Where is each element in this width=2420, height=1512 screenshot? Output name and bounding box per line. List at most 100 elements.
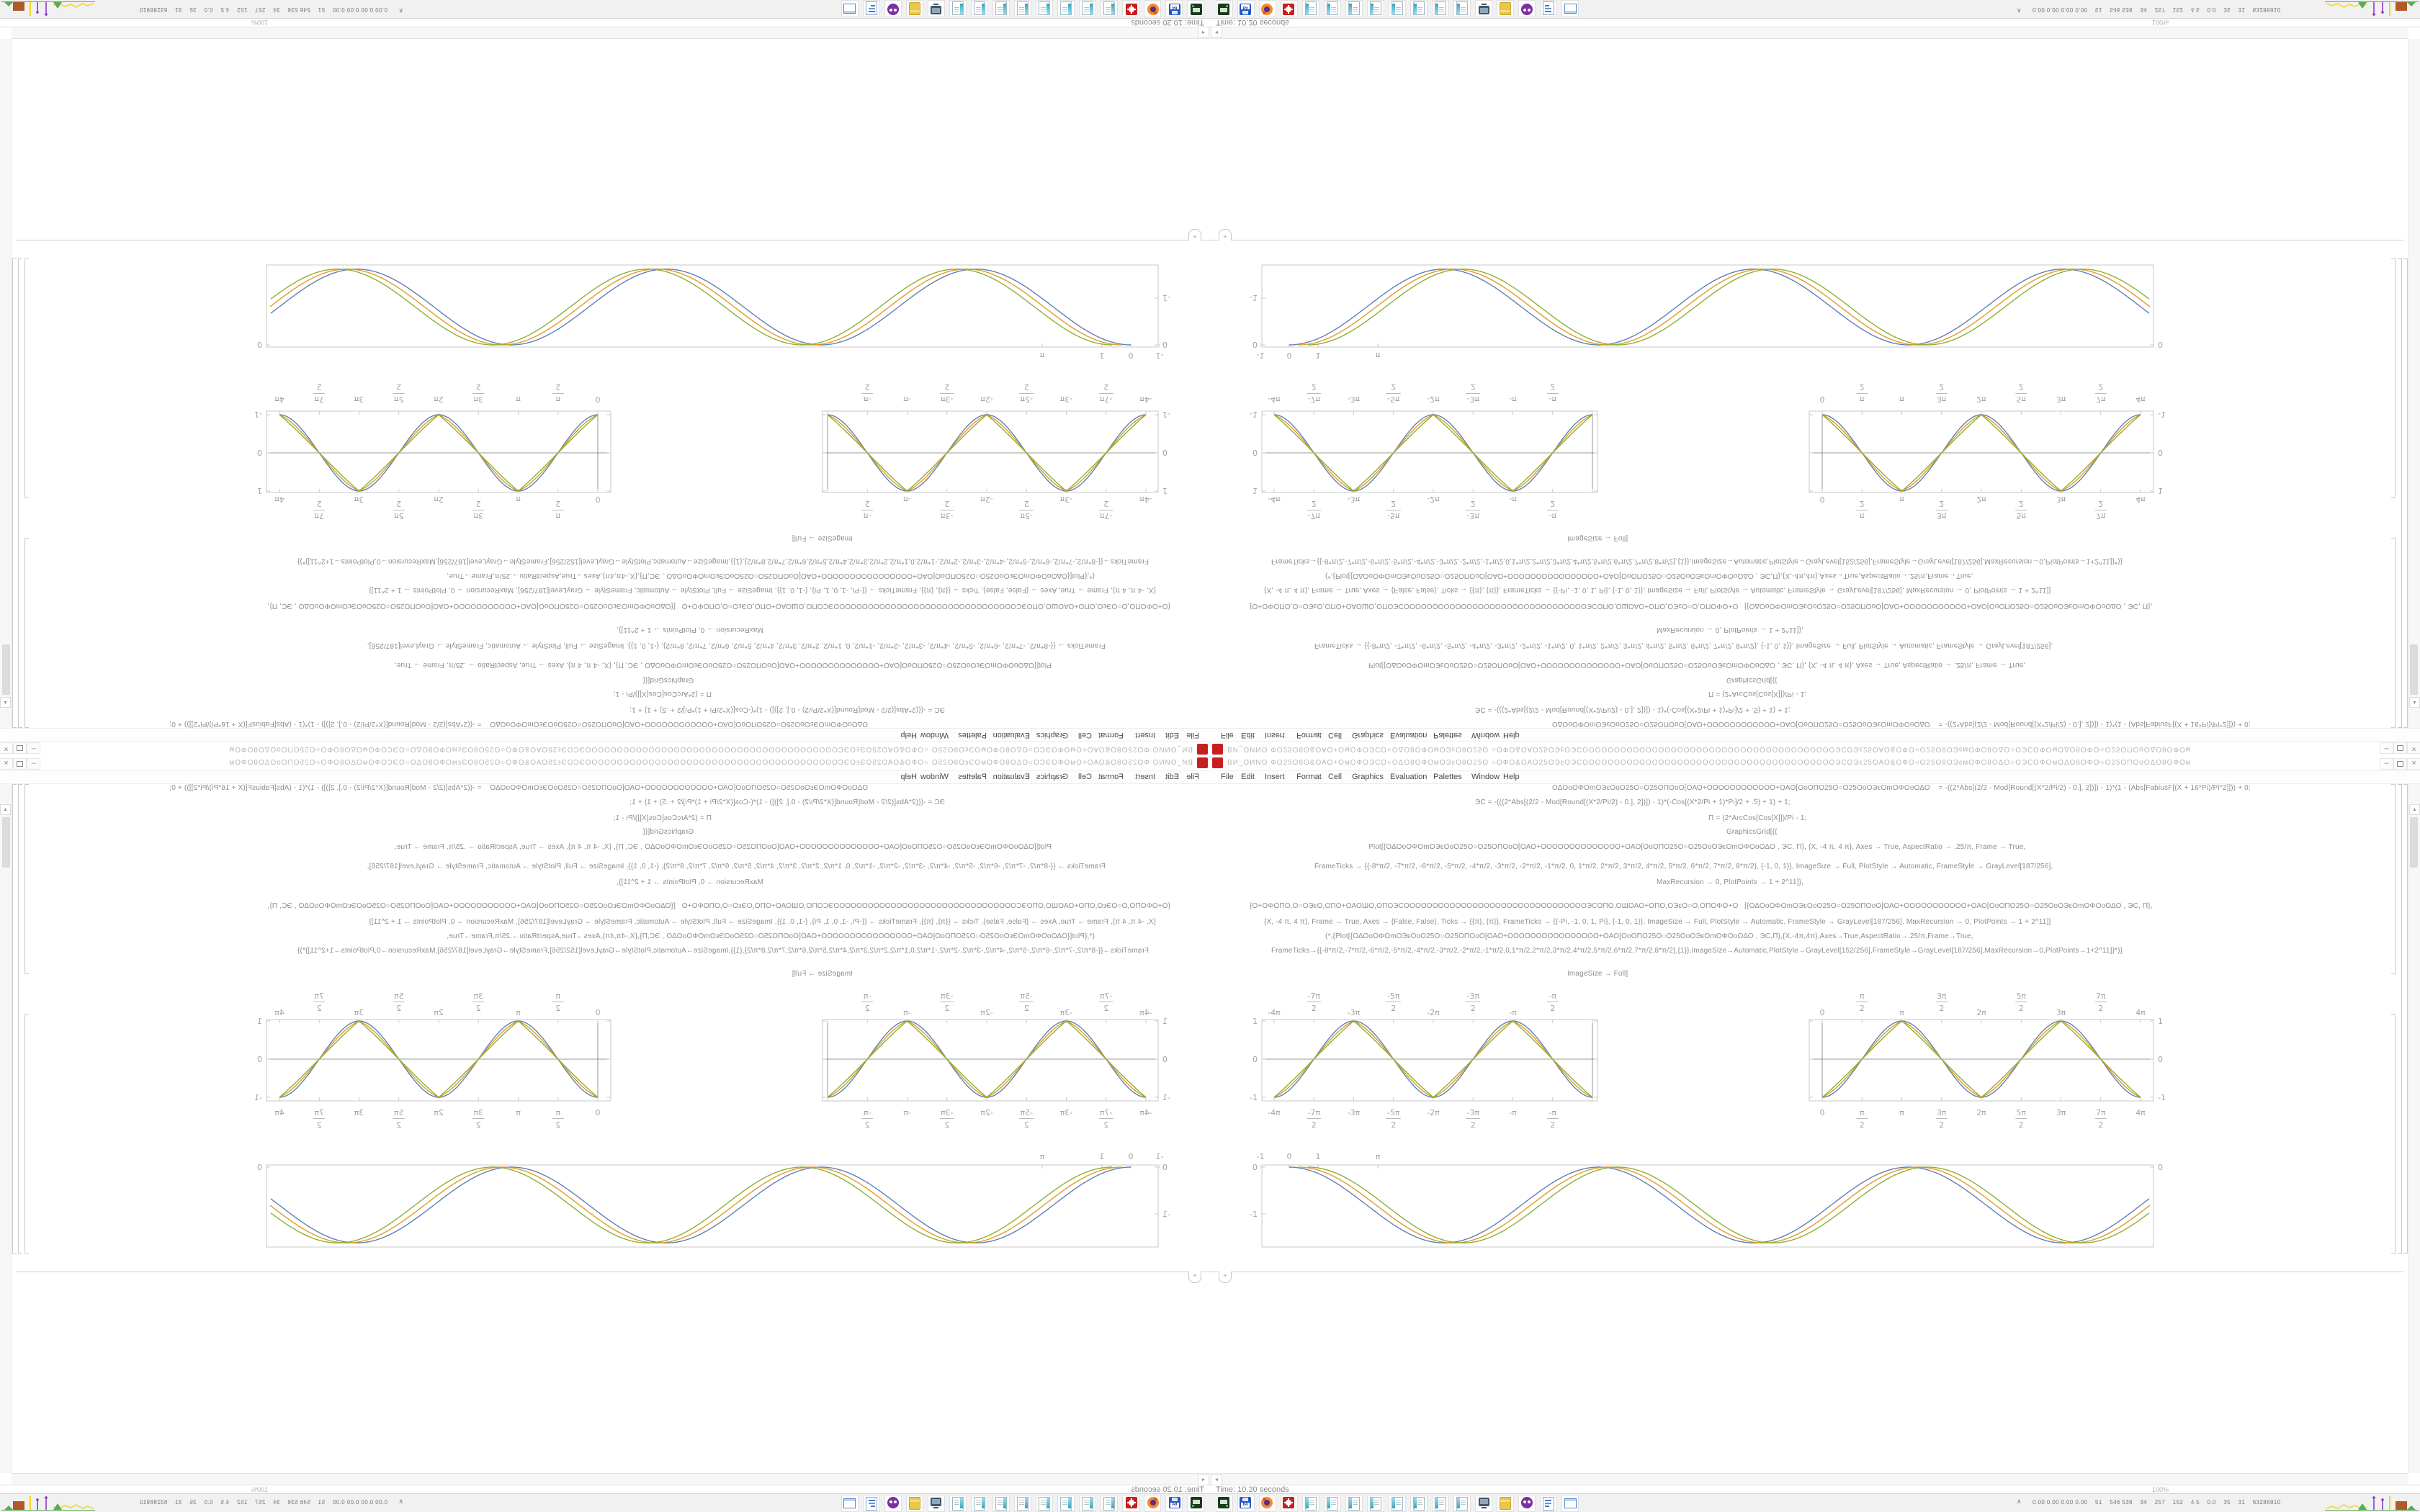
taskbar-icon-drive-green[interactable] <box>1187 0 1204 17</box>
horizontal-scrollbar[interactable]: ◄ <box>1210 1473 2408 1485</box>
close-button[interactable]: × <box>0 758 13 770</box>
code-line-7[interactable]: MaxRecursion → 0, PlotPoints → 1 + 2^11]… <box>617 878 763 886</box>
menu-format[interactable]: Format <box>1296 773 1322 781</box>
scroll-up-icon[interactable]: ▲ <box>0 697 11 708</box>
taskbar-icon-note[interactable] <box>1367 1495 1384 1512</box>
cell-bracket-outer-group[interactable] <box>12 784 17 1254</box>
code-line-6[interactable]: FrameTicks → {{-8*π/2, -7*π/2, -6*π/2, -… <box>367 863 1106 870</box>
vertical-scroll-thumb[interactable] <box>2410 644 2418 695</box>
tray-chevron-icon[interactable]: ∧ <box>398 1498 403 1505</box>
taskbar-icon-firefox[interactable] <box>1259 0 1276 17</box>
menu-graphics[interactable]: Graphics <box>1352 731 1384 739</box>
code-line-11[interactable]: FrameTicks→{{-8*π/2,-7*π/2,-6*π/2,-5*π/2… <box>297 557 1149 565</box>
tray-chevron-icon[interactable]: ∧ <box>2017 1498 2022 1505</box>
code-line-10[interactable]: (*,{Plot[{ΟΔΟοΟΦΟmΟЭεΟοΟ25Ο○Ο25ΟΠΟοΟ[ΟΑΟ… <box>447 932 1095 940</box>
cell-bracket-output[interactable] <box>24 258 29 498</box>
code-line-4[interactable]: GraphicsGrid[{{ <box>1726 676 1778 684</box>
code-line-3[interactable]: Π = (2*ArcCos[Cos[X]])/Pi - 1; <box>613 814 712 822</box>
menu-cell[interactable]: Cell <box>1328 773 1342 781</box>
taskbar-icon-window-frame[interactable] <box>1561 0 1579 17</box>
code-line-5[interactable]: Plot[{ΟΔΟοΟΦΟmΟЭεΟοΟ25Ο○Ο25ΟΠΟοΟ[ΟΑΟ+ΟΟΟ… <box>1368 661 2026 669</box>
taskbar-icon-window-frame[interactable] <box>1561 1495 1579 1512</box>
taskbar-icon-mathematica-red[interactable] <box>1281 0 1298 17</box>
code-line-1[interactable]: ΟΔΟοΟΦΟmΟЭεΟοΟ25Ο○Ο25ΟΠΟοΟ[ΟΑΟ+ΟΟΟΟΟΟΟΟΟ… <box>169 784 868 792</box>
code-line-1[interactable]: ΟΔΟοΟΦΟmΟЭεΟοΟ25Ο○Ο25ΟΠΟοΟ[ΟΑΟ+ΟΟΟΟΟΟΟΟΟ… <box>169 720 868 728</box>
menu-palettes[interactable]: Palettes <box>1433 731 1462 739</box>
menu-help[interactable]: Help <box>900 731 917 739</box>
tray-chevron-icon[interactable]: ∧ <box>2017 7 2022 14</box>
menu-edit[interactable]: Edit <box>1165 773 1179 781</box>
menu-evaluation[interactable]: Evaluation <box>1390 731 1428 739</box>
taskbar-icon-note[interactable] <box>1324 1495 1341 1512</box>
vertical-scroll-thumb[interactable] <box>2410 817 2418 868</box>
cell-bracket-outer-group[interactable] <box>2403 784 2408 1254</box>
taskbar-icon-note[interactable] <box>1453 0 1471 17</box>
taskbar-icon-script[interactable] <box>1540 1495 1557 1512</box>
cell-bracket-output[interactable] <box>2391 1014 2396 1254</box>
horizontal-scrollbar[interactable]: ◄ <box>12 27 1210 39</box>
menu-window[interactable]: Window <box>920 773 949 781</box>
menu-file[interactable]: File <box>1186 773 1199 781</box>
code-line-3[interactable]: Π = (2*ArcCos[Cos[X]])/Pi - 1; <box>1708 814 1807 822</box>
cell-bracket-input[interactable] <box>2391 784 2396 974</box>
taskbar-icon-note[interactable] <box>1057 1495 1075 1512</box>
cell-bracket-group[interactable] <box>18 784 22 1254</box>
code-line-4[interactable]: GraphicsGrid[{{ <box>642 828 694 836</box>
cell-bracket-group[interactable] <box>18 258 22 728</box>
menu-window[interactable]: Window <box>920 731 949 739</box>
taskbar-icon-note[interactable] <box>1432 1495 1449 1512</box>
taskbar-icon-note[interactable] <box>949 0 967 17</box>
taskbar-icon-note[interactable] <box>992 1495 1010 1512</box>
code-line-5[interactable]: Plot[{ΟΔΟοΟΦΟmΟЭεΟοΟ25Ο○Ο25ΟΠΟοΟ[ΟΑΟ+ΟΟΟ… <box>394 843 1052 851</box>
taskbar-icon-note[interactable] <box>1079 1495 1096 1512</box>
taskbar-icon-note[interactable] <box>1057 0 1075 17</box>
code-line-8[interactable]: {Ο+ΟΦΟΠΟ,Ο○ΟЭεΟ,ΟΠΟ+ΟΑΟШΟ,ΟΠΟЭСΟΟΟΟΟΟΟΟΟ… <box>267 902 1170 910</box>
taskbar-icon-drive-green[interactable] <box>1187 1495 1204 1512</box>
vertical-scroll-thumb[interactable] <box>2 644 10 695</box>
window-titlebar[interactable]: ВИ_ОИNО ФО25О8О&ОАО+ОмОФОЭСО○ОΔО8ОФОмОЭε… <box>1210 741 2420 756</box>
taskbar-icon-note[interactable] <box>949 1495 967 1512</box>
menu-insert[interactable]: Insert <box>1135 731 1155 739</box>
taskbar-icon-floppy-64[interactable]: 64 <box>1165 1495 1183 1512</box>
code-line-1[interactable]: ΟΔΟοΟΦΟmΟЭεΟοΟ25Ο○Ο25ΟΠΟοΟ[ΟΑΟ+ΟΟΟΟΟΟΟΟΟ… <box>1552 720 2251 728</box>
cell-insertion-plus[interactable]: + <box>1188 1272 1201 1283</box>
scroll-left-icon[interactable]: ◄ <box>1198 27 1209 37</box>
code-line-12[interactable]: ImageSize → Full] <box>1567 970 1628 978</box>
menu-edit[interactable]: Edit <box>1241 773 1255 781</box>
taskbar-icon-window-frame[interactable] <box>841 0 859 17</box>
taskbar-icon-monitor[interactable] <box>928 1495 945 1512</box>
cell-bracket-outer-group[interactable] <box>12 258 17 728</box>
taskbar-icon-note[interactable] <box>1302 1495 1319 1512</box>
code-line-10[interactable]: (*,{Plot[{ΟΔΟοΟΦΟmΟЭεΟοΟ25Ο○Ο25ΟΠΟοΟ[ΟΑΟ… <box>447 572 1095 580</box>
code-line-6[interactable]: FrameTicks → {{-8*π/2, -7*π/2, -6*π/2, -… <box>1314 863 2053 870</box>
taskbar-icon-note[interactable] <box>1389 1495 1406 1512</box>
code-line-6[interactable]: FrameTicks → {{-8*π/2, -7*π/2, -6*π/2, -… <box>1314 642 2053 649</box>
menu-palettes[interactable]: Palettes <box>1433 773 1462 781</box>
close-button[interactable]: × <box>2407 758 2420 770</box>
taskbar-icon-mathematica-red[interactable] <box>1122 1495 1139 1512</box>
scroll-left-icon[interactable]: ◄ <box>1198 1475 1209 1485</box>
minimize-button[interactable]: – <box>27 758 40 770</box>
taskbar-icon-window-frame[interactable] <box>841 1495 859 1512</box>
code-line-6[interactable]: FrameTicks → {{-8*π/2, -7*π/2, -6*π/2, -… <box>367 642 1106 649</box>
code-line-4[interactable]: GraphicsGrid[{{ <box>1726 828 1778 836</box>
code-line-5[interactable]: Plot[{ΟΔΟοΟΦΟmΟЭεΟοΟ25Ο○Ο25ΟΠΟοΟ[ΟΑΟ+ΟΟΟ… <box>394 661 1052 669</box>
menu-help[interactable]: Help <box>1503 731 1520 739</box>
taskbar-icon-note[interactable] <box>1410 1495 1428 1512</box>
cell-insertion-plus[interactable]: + <box>1219 229 1232 240</box>
window-titlebar[interactable]: ВИ_ОИNО ФО25О8О&ОАО+ОмОФОЭСО○ОΔО8ОФОмОЭε… <box>1210 756 2420 771</box>
menu-file[interactable]: File <box>1221 773 1234 781</box>
code-line-4[interactable]: GraphicsGrid[{{ <box>642 676 694 684</box>
horizontal-scrollbar[interactable]: ◄ <box>1210 27 2408 39</box>
code-line-12[interactable]: ImageSize → Full] <box>792 970 853 978</box>
magnification-indicator[interactable]: 100% <box>2152 19 2169 26</box>
code-line-7[interactable]: MaxRecursion → 0, PlotPoints → 1 + 2^11]… <box>617 626 763 634</box>
taskbar-icon-script[interactable] <box>863 1495 880 1512</box>
taskbar-icon-folder[interactable] <box>1497 0 1514 17</box>
taskbar-icon-note[interactable] <box>1014 1495 1031 1512</box>
scroll-up-icon[interactable]: ▲ <box>2409 804 2420 815</box>
menu-insert[interactable]: Insert <box>1265 773 1285 781</box>
vertical-scrollbar[interactable] <box>2408 39 2420 728</box>
code-line-2[interactable]: ЭС = -(((2*Abs[(2/2 - Mod[Round[(X*2/Pi/… <box>629 706 945 714</box>
menu-format[interactable]: Format <box>1098 773 1124 781</box>
